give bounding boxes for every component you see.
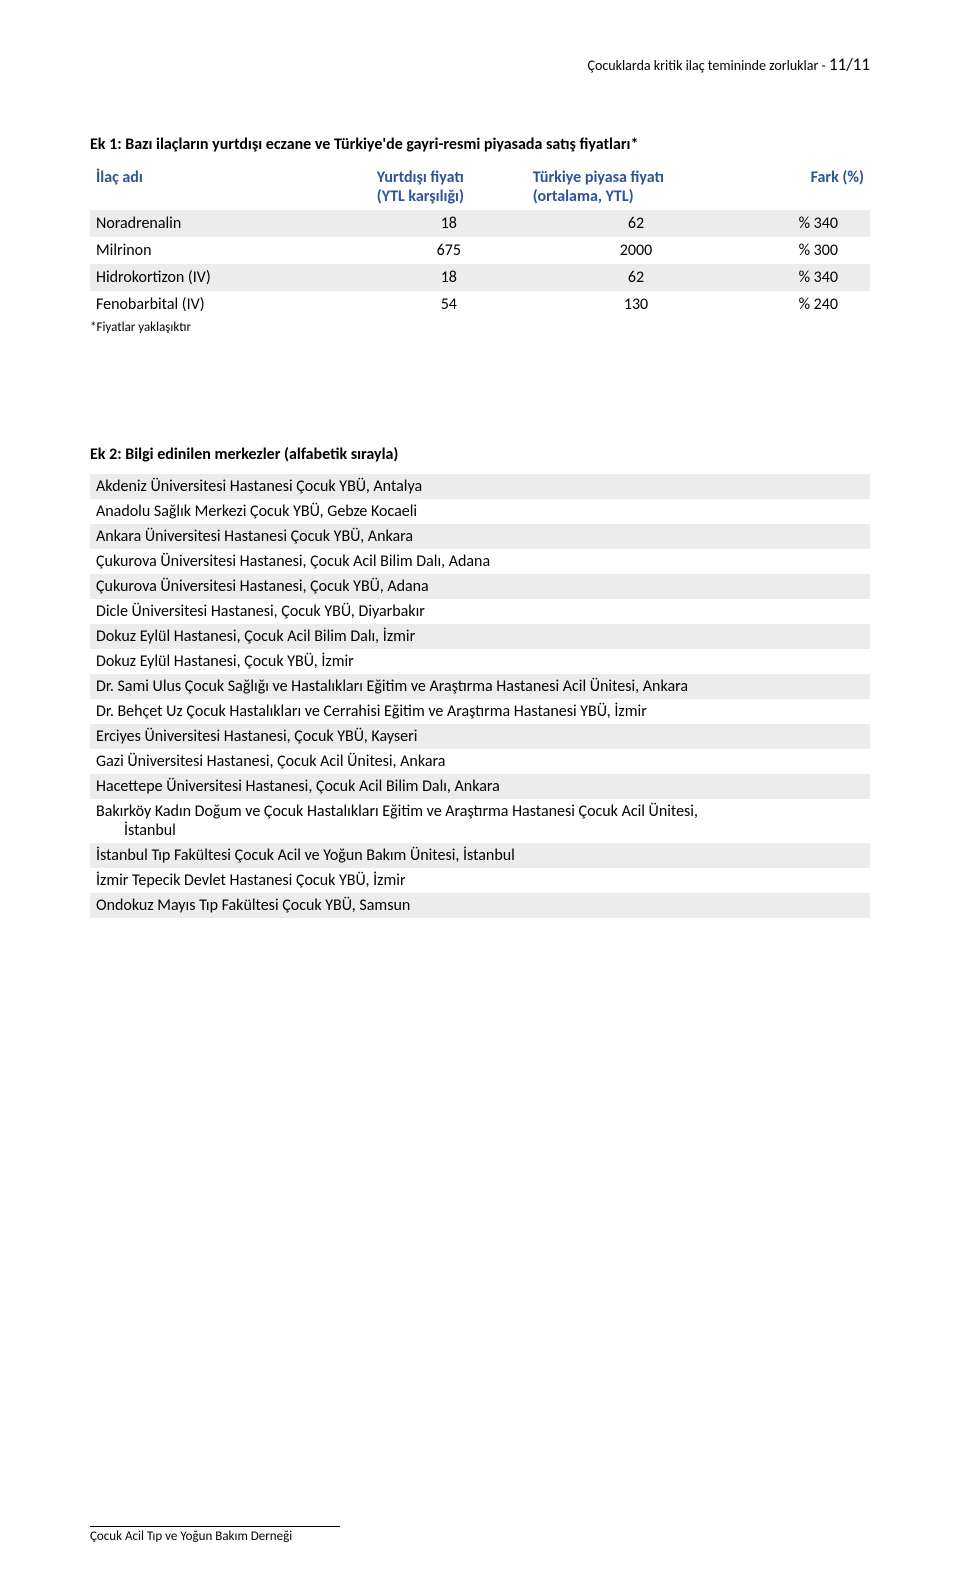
list-item-text: Dr. Sami Ulus Çocuk Sağlığı ve Hastalıkl…	[90, 674, 870, 699]
list-item-text: Dokuz Eylül Hastanesi, Çocuk YBÜ, İzmir	[90, 649, 870, 674]
table1-h-turkey-l2: (ortalama, YTL)	[533, 187, 634, 206]
list-item-text: Dr. Behçet Uz Çocuk Hastalıkları ve Cerr…	[90, 699, 870, 724]
cell-abroad: 54	[371, 291, 527, 318]
cell-drug: Fenobarbital (IV)	[90, 291, 371, 318]
list-item: Dr. Behçet Uz Çocuk Hastalıkları ve Cerr…	[90, 699, 870, 724]
table-row: Noradrenalin1862% 340	[90, 210, 870, 237]
list-item: İzmir Tepecik Devlet Hastanesi Çocuk YBÜ…	[90, 868, 870, 893]
list-item-text: Çukurova Üniversitesi Hastanesi, Çocuk Y…	[90, 574, 870, 599]
list-item: Gazi Üniversitesi Hastanesi, Çocuk Acil …	[90, 749, 870, 774]
list-item-text: Erciyes Üniversitesi Hastanesi, Çocuk YB…	[90, 724, 870, 749]
list-item: Dokuz Eylül Hastanesi, Çocuk YBÜ, İzmir	[90, 649, 870, 674]
list-item: Bakırköy Kadın Doğum ve Çocuk Hastalıkla…	[90, 799, 870, 843]
list-item: Dicle Üniversitesi Hastanesi, Çocuk YBÜ,…	[90, 599, 870, 624]
cell-abroad: 18	[371, 264, 527, 291]
cell-turkey: 130	[527, 291, 745, 318]
list-item: Çukurova Üniversitesi Hastanesi, Çocuk Y…	[90, 574, 870, 599]
table1-h-drug: İlaç adı	[90, 164, 371, 210]
list-item: Hacettepe Üniversitesi Hastanesi, Çocuk …	[90, 774, 870, 799]
table1-header-row: İlaç adı Yurtdışı fiyatı (YTL karşılığı)…	[90, 164, 870, 210]
cell-diff: % 240	[745, 291, 870, 318]
list-item: Erciyes Üniversitesi Hastanesi, Çocuk YB…	[90, 724, 870, 749]
list-item-text: Bakırköy Kadın Doğum ve Çocuk Hastalıkla…	[90, 799, 870, 843]
list-item: Dokuz Eylül Hastanesi, Çocuk Acil Bilim …	[90, 624, 870, 649]
list-item-text: İstanbul Tıp Fakültesi Çocuk Acil ve Yoğ…	[90, 843, 870, 868]
table1-h-abroad: Yurtdışı fiyatı (YTL karşılığı)	[371, 164, 527, 210]
page: Çocuklarda kritik ilaç temininde zorlukl…	[0, 0, 960, 1584]
list-item-text: Ondokuz Mayıs Tıp Fakültesi Çocuk YBÜ, S…	[90, 893, 870, 918]
spacer	[90, 335, 870, 445]
cell-diff: % 300	[745, 237, 870, 264]
cell-turkey: 2000	[527, 237, 745, 264]
running-header: Çocuklarda kritik ilaç temininde zorlukl…	[90, 54, 870, 75]
cell-diff: % 340	[745, 210, 870, 237]
table-row: Milrinon6752000% 300	[90, 237, 870, 264]
list-item-text: Anadolu Sağlık Merkezi Çocuk YBÜ, Gebze …	[90, 499, 870, 524]
page-footer: Çocuk Acil Tıp ve Yoğun Bakım Derneği	[90, 1526, 340, 1544]
table1-h-abroad-l1: Yurtdışı fiyatı	[377, 168, 464, 187]
table1-h-turkey: Türkiye piyasa fiyatı (ortalama, YTL)	[527, 164, 745, 210]
list-item-text: Gazi Üniversitesi Hastanesi, Çocuk Acil …	[90, 749, 870, 774]
table-row: Fenobarbital (IV)54130% 240	[90, 291, 870, 318]
list-item-text: Dokuz Eylül Hastanesi, Çocuk Acil Bilim …	[90, 624, 870, 649]
cell-drug: Hidrokortizon (IV)	[90, 264, 371, 291]
list-item: Anadolu Sağlık Merkezi Çocuk YBÜ, Gebze …	[90, 499, 870, 524]
list-item: Çukurova Üniversitesi Hastanesi, Çocuk A…	[90, 549, 870, 574]
table1-footnote: *Fiyatlar yaklaşıktır	[90, 320, 870, 335]
list-item-text: Hacettepe Üniversitesi Hastanesi, Çocuk …	[90, 774, 870, 799]
list-item-text: Çukurova Üniversitesi Hastanesi, Çocuk A…	[90, 549, 870, 574]
table-row: Hidrokortizon (IV)1862% 340	[90, 264, 870, 291]
cell-drug: Noradrenalin	[90, 210, 371, 237]
cell-turkey: 62	[527, 264, 745, 291]
table1: İlaç adı Yurtdışı fiyatı (YTL karşılığı)…	[90, 164, 870, 318]
list-item: Dr. Sami Ulus Çocuk Sağlığı ve Hastalıkl…	[90, 674, 870, 699]
list-item: Ankara Üniversitesi Hastanesi Çocuk YBÜ,…	[90, 524, 870, 549]
cell-abroad: 675	[371, 237, 527, 264]
table2: Akdeniz Üniversitesi Hastanesi Çocuk YBÜ…	[90, 474, 870, 918]
list-item-text: Ankara Üniversitesi Hastanesi Çocuk YBÜ,…	[90, 524, 870, 549]
table1-h-turkey-l1: Türkiye piyasa fiyatı	[533, 168, 664, 187]
list-item: İstanbul Tıp Fakültesi Çocuk Acil ve Yoğ…	[90, 843, 870, 868]
list-item-text: İzmir Tepecik Devlet Hastanesi Çocuk YBÜ…	[90, 868, 870, 893]
list-item-text: Akdeniz Üniversitesi Hastanesi Çocuk YBÜ…	[90, 474, 870, 499]
list-item: Ondokuz Mayıs Tıp Fakültesi Çocuk YBÜ, S…	[90, 893, 870, 918]
table2-title: Ek 2: Bilgi edinilen merkezler (alfabeti…	[90, 445, 870, 464]
table1-h-diff: Fark (%)	[745, 164, 870, 210]
list-item: Akdeniz Üniversitesi Hastanesi Çocuk YBÜ…	[90, 474, 870, 499]
table1-title: Ek 1: Bazı ilaçların yurtdışı eczane ve …	[90, 135, 870, 154]
cell-diff: % 340	[745, 264, 870, 291]
header-prefix: Çocuklarda kritik ilaç temininde zorlukl…	[587, 57, 828, 74]
cell-drug: Milrinon	[90, 237, 371, 264]
header-page-number: 11/11	[829, 54, 870, 75]
table1-h-abroad-l2: (YTL karşılığı)	[377, 187, 464, 206]
cell-abroad: 18	[371, 210, 527, 237]
list-item-text: Dicle Üniversitesi Hastanesi, Çocuk YBÜ,…	[90, 599, 870, 624]
cell-turkey: 62	[527, 210, 745, 237]
